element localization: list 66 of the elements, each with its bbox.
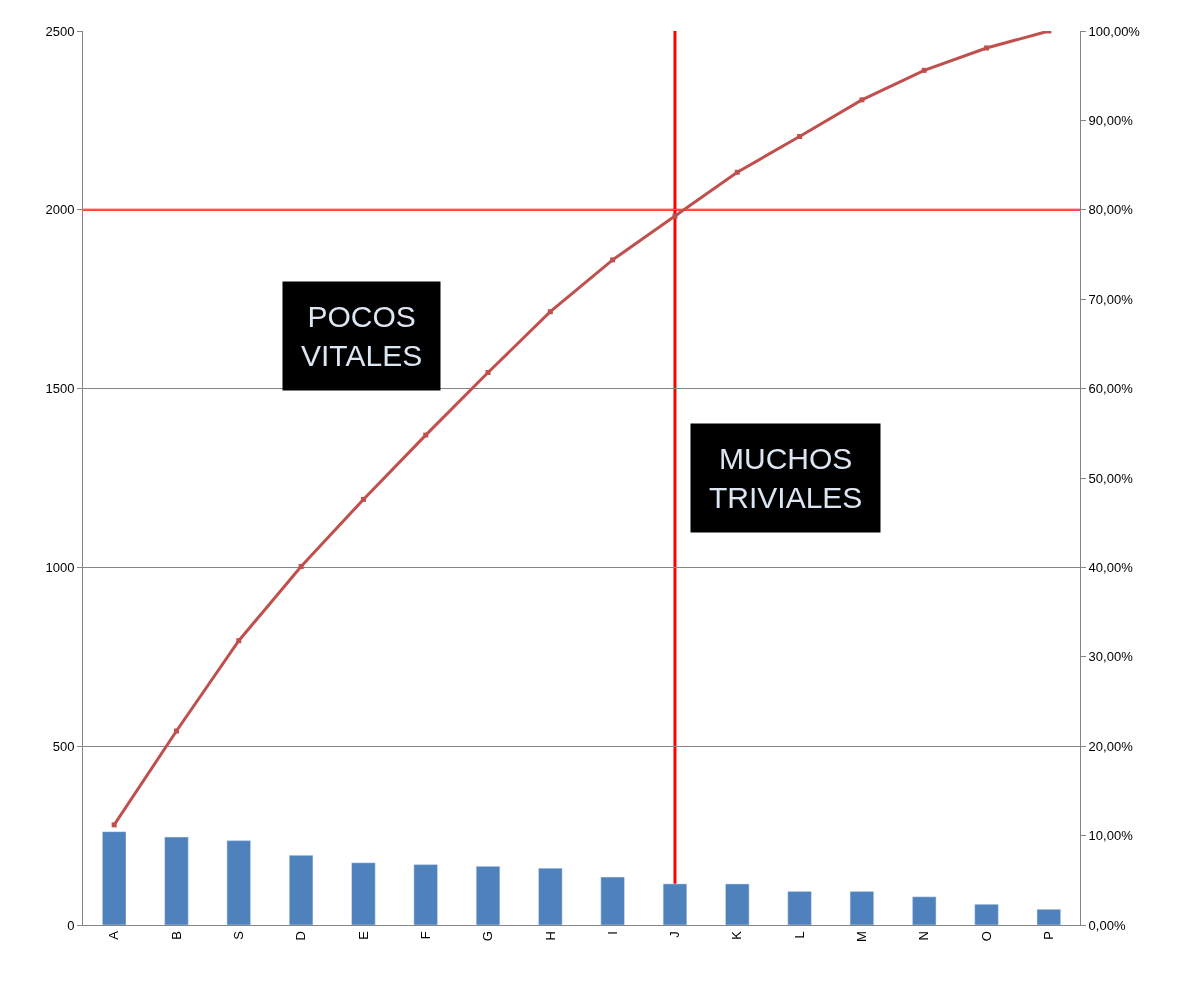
point <box>173 728 179 734</box>
bar <box>413 864 438 925</box>
x-tick-label: F <box>417 931 433 940</box>
point <box>859 97 865 103</box>
x-tick-label: K <box>729 930 745 940</box>
y-tick-label: 2000 <box>45 202 75 218</box>
point <box>485 370 491 376</box>
y2-tick-label: 40,00% <box>1088 559 1134 575</box>
x-tick-label: L <box>791 931 807 939</box>
bar <box>475 866 501 925</box>
y2-tick-label: 60,00% <box>1088 381 1134 397</box>
x-tick-label: S <box>231 930 247 940</box>
y-tick-label: 2500 <box>45 23 75 39</box>
point <box>423 432 429 438</box>
bar <box>1036 909 1061 925</box>
y2-tick-label: 20,00% <box>1088 738 1134 754</box>
y2-tick-label: 0,00% <box>1088 917 1126 933</box>
x-tick-label: H <box>542 931 558 941</box>
y2-tick-label: 70,00% <box>1088 291 1134 307</box>
x-tick-label: G <box>480 931 496 942</box>
point <box>111 822 117 828</box>
y-tick-label: 0 <box>67 917 75 933</box>
point <box>984 45 990 51</box>
point <box>921 67 927 73</box>
y2-tick-label: 100,00% <box>1088 23 1141 39</box>
annotation: POCOS VITALES <box>301 300 423 372</box>
y2-tick-label: 80,00% <box>1088 202 1134 218</box>
x-tick-label: M <box>854 931 870 943</box>
point <box>734 169 740 175</box>
x-tick-label: A <box>106 930 122 940</box>
bar <box>289 855 314 925</box>
bar <box>164 836 189 925</box>
x-tick-label: D <box>293 931 309 941</box>
bar <box>538 867 563 925</box>
bar <box>912 896 937 925</box>
x-tick-label: I <box>604 931 620 935</box>
bar <box>787 891 812 925</box>
y2-tick-label: 90,00% <box>1088 112 1134 128</box>
bar <box>849 891 874 925</box>
point <box>236 638 242 644</box>
point <box>797 133 803 139</box>
x-tick-label: E <box>355 930 371 940</box>
y-tick-label: 500 <box>52 738 75 754</box>
y-tick-label: 1000 <box>45 559 75 575</box>
bar <box>725 883 750 925</box>
bar <box>662 883 688 925</box>
x-tick-label: J <box>667 931 683 938</box>
bar <box>974 904 999 925</box>
bar <box>600 876 625 925</box>
y2-tick-label: 50,00% <box>1088 470 1134 486</box>
bar <box>226 840 251 925</box>
bar <box>351 862 376 925</box>
y2-tick-label: 30,00% <box>1088 649 1134 665</box>
point <box>360 496 366 502</box>
point <box>547 309 553 315</box>
point <box>610 257 616 263</box>
x-tick-label: P <box>1041 931 1057 940</box>
x-tick-label: N <box>916 931 932 941</box>
point <box>672 213 678 219</box>
annotation: MUCHOS TRIVIALES <box>709 442 863 514</box>
y2-tick-label: 10,00% <box>1088 828 1134 844</box>
bar <box>102 831 127 925</box>
point <box>298 564 304 570</box>
x-tick-label: B <box>168 931 184 940</box>
y-tick-label: 1500 <box>45 381 75 397</box>
x-tick-label: O <box>978 931 994 942</box>
